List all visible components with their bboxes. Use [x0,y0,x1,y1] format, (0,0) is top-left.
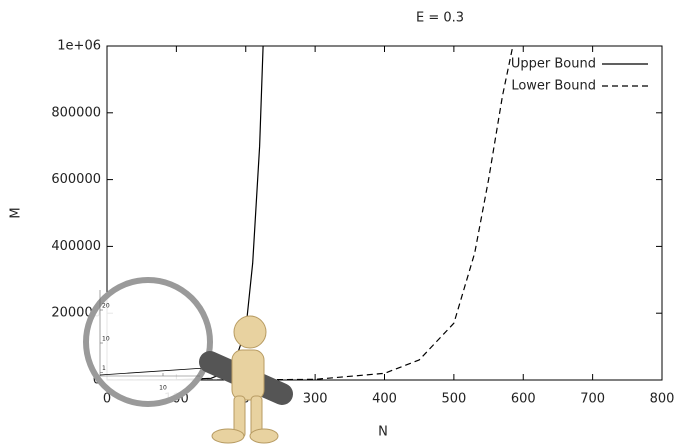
illustration: 1 10 20 10 [83,277,293,444]
inset-tick-label: 1 [102,365,106,372]
figure-head [233,315,267,349]
x-tick-label: 600 [511,392,536,407]
inset: 1 10 20 10 [99,290,206,392]
x-tick-label: 700 [580,392,605,407]
inset-tick-label: 20 [102,303,110,310]
x-tick-label: 500 [441,392,466,407]
y-tick-label: 600000 [51,172,101,187]
x-tick-label: 400 [372,392,397,407]
y-tick-label: 400000 [51,239,101,254]
legend-label: Lower Bound [511,79,596,94]
figure-foot [211,428,245,444]
figure-foot [249,428,279,444]
y-tick-label: 1e+06 [57,39,101,54]
inset-tick-label: 10 [159,385,167,392]
inset-curve [99,367,206,376]
y-axis-label: M [9,207,24,218]
x-tick-label: 0 [103,392,111,407]
x-tick-label: 800 [650,392,675,407]
chart-title: E = 0.3 [416,11,464,26]
x-axis-label: N [378,425,388,440]
x-tick-label: 300 [303,392,328,407]
magnifier-lens [83,277,213,407]
legend-label: Upper Bound [511,57,596,72]
series-line [107,46,514,380]
y-tick-label: 800000 [51,105,101,120]
inset-tick-label: 10 [102,336,110,343]
figure-body [231,349,265,401]
